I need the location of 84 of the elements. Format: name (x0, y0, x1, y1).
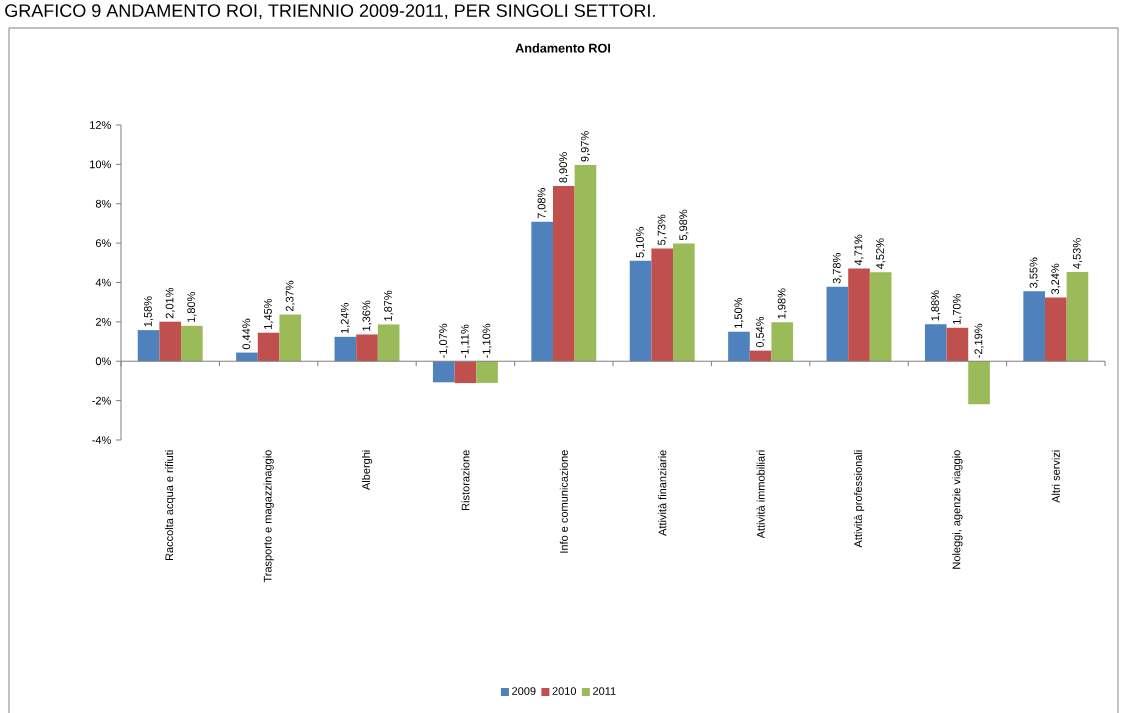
data-label: 1,98% (777, 288, 787, 319)
data-label: 2,01% (165, 287, 175, 319)
bar (924, 324, 947, 362)
y-tick-label: 2% (95, 318, 111, 326)
data-label: 2,37% (285, 280, 295, 312)
bar (552, 186, 575, 362)
data-label: 1,58% (144, 296, 154, 327)
bar (1044, 297, 1067, 362)
data-label: 1,45% (264, 298, 274, 329)
bar (629, 260, 652, 362)
data-label: 0,54% (756, 316, 766, 348)
data-label: 1,70% (952, 294, 962, 324)
data-label: 1,87% (384, 290, 394, 321)
data-label: -1,11% (460, 324, 470, 358)
data-label: 9,97% (580, 131, 590, 162)
data-label: 1,24% (340, 303, 350, 334)
x-tick-label: Attività professionali (853, 450, 865, 548)
y-tick-label: 10% (90, 160, 111, 169)
legend-label: 2011 (593, 687, 616, 695)
bar (869, 272, 892, 362)
data-label: 7,08% (537, 188, 547, 219)
chart-title: Andamento ROI (515, 43, 611, 53)
bar (651, 248, 674, 362)
data-label: 1,88% (931, 290, 941, 321)
x-tick-label: Noleggi, agenzie viaggio (952, 450, 963, 569)
bar (848, 268, 870, 362)
bar (1066, 272, 1089, 362)
bar (673, 243, 695, 362)
bar (826, 286, 849, 362)
text: GRAFICO 9 ANDAMENTO ROI, TRIENNIO 2009-2011, PER SINGOLI SETTORI. (5, 4, 655, 20)
data-label: 1,36% (362, 300, 372, 331)
bar (159, 321, 182, 362)
y-tick-label: 6% (95, 239, 111, 248)
bar (137, 330, 160, 362)
bar (257, 332, 280, 362)
data-label: 1,50% (734, 297, 744, 328)
y-tick-label: 0% (95, 357, 111, 366)
bar (377, 324, 400, 362)
y-tick-label: -4% (92, 436, 111, 444)
data-label: -1,10% (482, 323, 492, 358)
data-label: -1,07% (439, 323, 449, 358)
data-label: 5,73% (657, 214, 667, 246)
bar (749, 350, 772, 362)
bar (771, 322, 794, 362)
data-label: 4,53% (1072, 238, 1082, 269)
bar (946, 327, 969, 362)
x-tick-label: Info e comunicazione (559, 450, 568, 553)
bar (454, 361, 477, 384)
data-label: 5,98% (679, 209, 689, 241)
bar (476, 361, 498, 383)
y-tick-label: 8% (95, 199, 111, 208)
x-tick-label: Raccolta acqua e rifiuti (165, 450, 176, 561)
x-tick-label: Trasporto e magazzinaggio (263, 450, 274, 583)
data-label: 5,10% (636, 227, 646, 258)
legend-label: 2010 (552, 687, 577, 695)
legend-label: 2009 (512, 687, 536, 695)
bar (236, 352, 258, 362)
x-tick-label: Ristorazione (461, 450, 470, 510)
x-tick-label: Altri servizi (1051, 450, 1060, 503)
data-label: 1,80% (187, 292, 197, 323)
data-label: 0,44% (242, 318, 252, 350)
data-label: 3,24% (1051, 263, 1061, 295)
x-tick-label: Alberghi (361, 450, 373, 491)
bar (574, 164, 597, 362)
y-tick-label: 12% (90, 121, 111, 129)
data-label: -2,19% (974, 323, 984, 358)
bar (1023, 291, 1045, 362)
bar (968, 361, 990, 405)
y-tick-label: 4% (95, 278, 111, 287)
bar (181, 325, 203, 362)
bar (728, 331, 750, 362)
bar (432, 361, 455, 383)
bar (531, 221, 553, 362)
y-tick-label: -2% (92, 396, 111, 405)
x-tick-label: Attività finanziarie (658, 450, 667, 536)
data-label: 4,71% (854, 234, 864, 266)
data-label: 4,52% (876, 238, 886, 270)
data-label: 3,78% (832, 253, 842, 284)
bar (356, 334, 378, 362)
data-label: 3,55% (1029, 257, 1039, 288)
data-label: 8,90% (559, 152, 569, 183)
bar (279, 314, 302, 362)
x-tick-label: Attività immobiliari (756, 450, 765, 539)
bar (334, 336, 357, 362)
